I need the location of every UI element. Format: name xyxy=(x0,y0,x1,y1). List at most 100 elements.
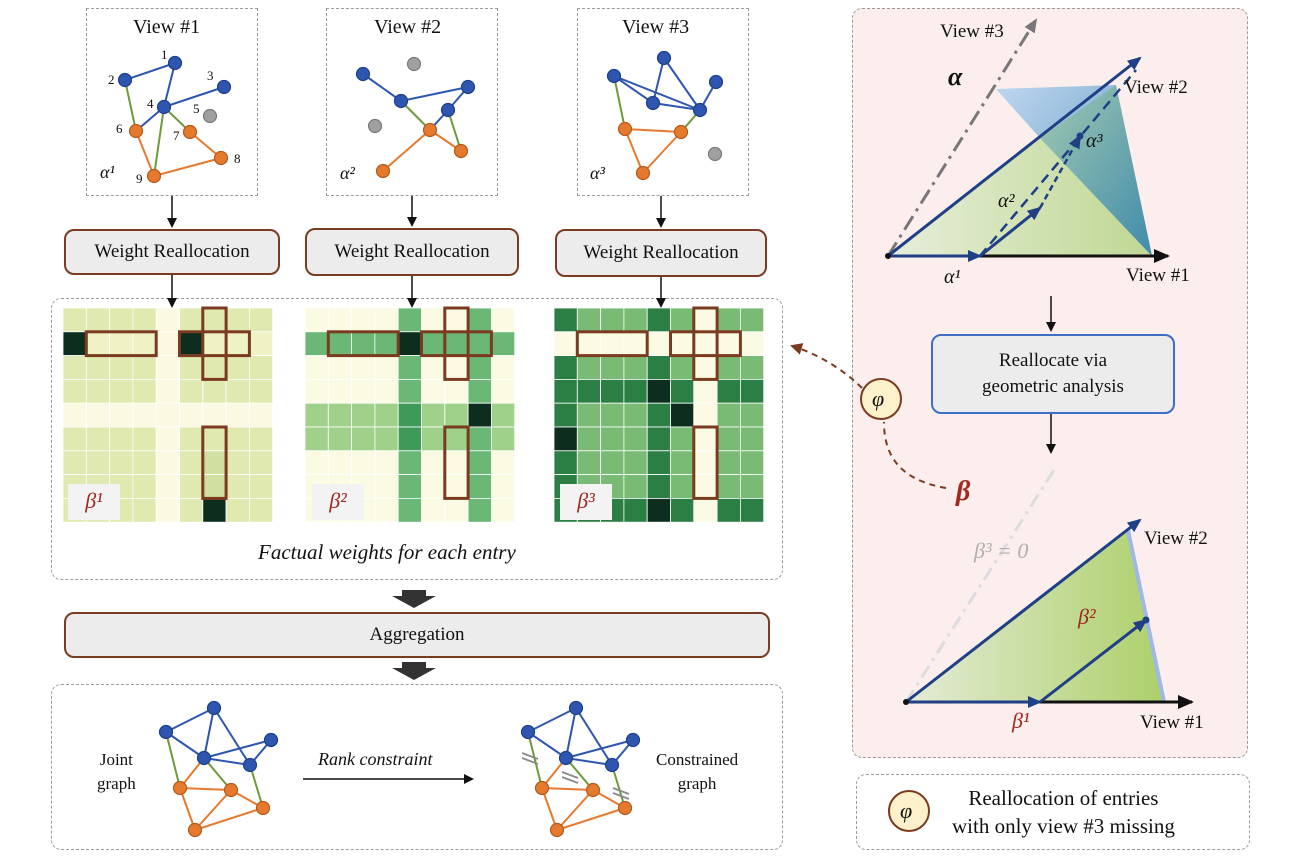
matrix-cell xyxy=(155,355,180,380)
node-number-label: 2 xyxy=(108,72,115,87)
graph-edge xyxy=(165,707,215,733)
graph-node xyxy=(422,122,438,138)
matrix-cell xyxy=(490,497,516,523)
matrix-cell xyxy=(304,450,329,475)
rp-view2-label: View #2 xyxy=(1124,77,1188,98)
graph-node xyxy=(635,165,651,181)
matrix-cell xyxy=(202,331,227,356)
matrix-cell xyxy=(716,426,741,452)
matrix-cell xyxy=(576,355,601,380)
graph-edge xyxy=(203,739,272,759)
matrix-cell xyxy=(553,450,578,475)
matrix-cell xyxy=(576,331,601,356)
matrix-cell xyxy=(646,450,671,475)
graph-node xyxy=(549,822,565,838)
matrix-cell xyxy=(85,450,111,475)
view2-axis-bottom xyxy=(905,518,1142,704)
matrix-cell xyxy=(716,331,741,356)
alpha1-view1-label: α¹ xyxy=(100,162,115,182)
block-arrow-to-bottom xyxy=(392,662,436,680)
node-number-label: 3 xyxy=(207,68,214,83)
matrix-cell xyxy=(132,497,157,523)
graph-edge xyxy=(575,707,613,766)
graph-node xyxy=(440,102,456,118)
graph-node xyxy=(367,118,383,134)
graph-edge xyxy=(556,789,594,831)
rp-view2-label-bottom: View #2 xyxy=(1144,528,1208,549)
matrix-cell xyxy=(467,402,492,428)
matrix-cell xyxy=(85,402,111,428)
graph-node xyxy=(206,700,222,716)
alpha2-vector xyxy=(979,206,1042,258)
graph-node xyxy=(355,66,371,82)
matrix-cell xyxy=(421,378,446,404)
matrix-cell xyxy=(670,474,695,499)
matrix-cell xyxy=(62,402,87,428)
bottom-graphs xyxy=(158,700,641,838)
graph-edge xyxy=(203,757,251,766)
graph-edge xyxy=(165,731,205,759)
cut-mark xyxy=(521,752,539,760)
matrix-cell xyxy=(202,450,227,475)
matrix-cell xyxy=(670,426,695,452)
graph-node xyxy=(167,55,183,71)
rp-alpha-label: α xyxy=(948,62,963,91)
graph-edge xyxy=(527,707,577,733)
matrix-cell xyxy=(132,378,157,404)
graph-edge xyxy=(613,75,701,111)
graph-node xyxy=(453,143,469,159)
aggregation-button[interactable]: Aggregation xyxy=(64,612,770,658)
matrix-cell xyxy=(467,378,492,404)
matrix-cell xyxy=(109,307,134,333)
matrix-cell xyxy=(397,402,422,428)
matrix-cell xyxy=(600,378,625,404)
weight-reallocation-button-1[interactable]: Weight Reallocation xyxy=(64,229,280,275)
matrix-cell xyxy=(670,378,695,404)
graph-edge xyxy=(527,731,543,789)
matrix-cell xyxy=(248,307,274,333)
matrix-cell xyxy=(467,450,492,475)
matrix-cell xyxy=(623,355,648,380)
weight-reallocation-button-3[interactable]: Weight Reallocation xyxy=(555,229,767,277)
matrix-cell xyxy=(623,474,648,499)
graph-edge xyxy=(163,86,225,108)
view3-title: View #3 xyxy=(622,16,690,38)
graph-node xyxy=(393,93,409,109)
matrix-cell xyxy=(444,378,469,404)
matrix-cell xyxy=(553,331,578,356)
view-graphs: 1 2 3 4 5 6 7 8 9 xyxy=(108,47,724,186)
matrix-cell xyxy=(109,355,134,380)
matrix-cell xyxy=(740,450,765,475)
reallocate-geometric-button[interactable]: Reallocate via geometric analysis xyxy=(931,334,1175,414)
matrix-highlight xyxy=(420,330,493,358)
matrix-cell xyxy=(421,450,446,475)
matrix-cell xyxy=(646,402,671,428)
graph-edge xyxy=(165,731,181,789)
rank-constraint-label: Rank constraint xyxy=(318,749,433,769)
matrix-cell xyxy=(670,450,695,475)
matrix-cell xyxy=(670,355,695,380)
matrix-cell xyxy=(304,355,329,380)
matrix-cell xyxy=(576,307,601,333)
matrix-cell xyxy=(327,402,352,428)
graph-node xyxy=(375,163,391,179)
graph-edge xyxy=(652,57,665,104)
cut-mark xyxy=(521,757,539,765)
matrix-cell xyxy=(109,426,134,452)
matrix-cell xyxy=(397,497,422,523)
matrix-cell xyxy=(351,355,376,380)
matrix-cell xyxy=(397,307,422,333)
graph-node xyxy=(625,732,641,748)
matrix-cell xyxy=(85,307,111,333)
matrix-cell xyxy=(670,402,695,428)
cut-mark xyxy=(561,776,579,784)
beta2-vector xyxy=(1039,618,1148,704)
weight-reallocation-button-2[interactable]: Weight Reallocation xyxy=(305,228,519,276)
matrix-cell xyxy=(351,378,376,404)
matrix-cell xyxy=(327,450,352,475)
alpha3-view3-label: α³ xyxy=(590,163,605,183)
matrix-cell xyxy=(248,474,274,499)
matrix-cell xyxy=(646,378,671,404)
matrix-cell xyxy=(444,426,469,452)
